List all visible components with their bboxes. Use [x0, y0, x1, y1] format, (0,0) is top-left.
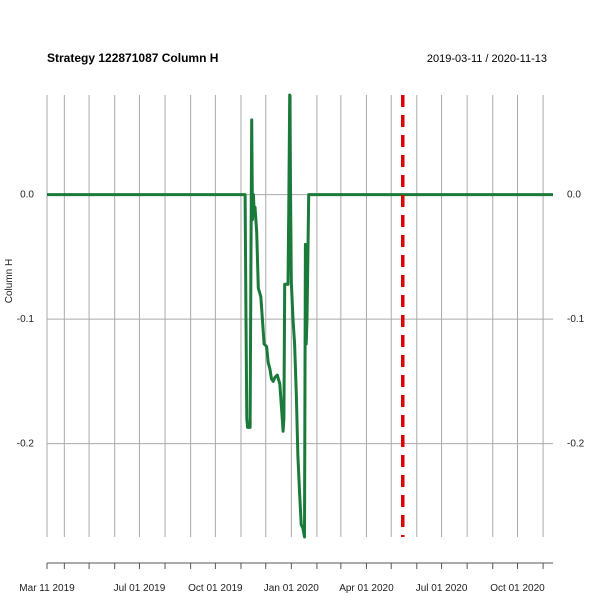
x-tick-label: Jan 01 2020 [264, 583, 319, 594]
y-tick-label-left: 0.0 [20, 190, 34, 201]
series-line [47, 93, 553, 539]
x-tick-label: Oct 01 2019 [188, 583, 243, 594]
y-tick-label-right: 0.0 [567, 190, 581, 201]
y-tick-label-left: -0.2 [17, 439, 35, 450]
series [47, 93, 553, 539]
x-tick-label: Mar 11 2019 [19, 583, 75, 594]
chart-title: Strategy 122871087 Column H [47, 51, 218, 65]
y-tick-label-right: -0.2 [567, 439, 585, 450]
axis-ticks [46, 562, 553, 569]
x-tick-label: Apr 01 2020 [339, 583, 394, 594]
y-tick-label-right: -0.1 [567, 314, 585, 325]
tick-labels: 0.0 0.0 -0.1 -0.1 -0.2 -0.2 Mar 11 2019 Jul 01 … [17, 190, 585, 594]
x-tick-label: Jul 01 2019 [114, 583, 166, 594]
date-range: 2019-03-11 / 2020-11-13 [427, 53, 547, 65]
y-axis-label: Column H [4, 259, 15, 303]
x-tick-label: Oct 01 2020 [490, 583, 545, 594]
x-tick-label: Jul 01 2020 [416, 583, 468, 594]
y-tick-label-left: -0.1 [17, 314, 35, 325]
